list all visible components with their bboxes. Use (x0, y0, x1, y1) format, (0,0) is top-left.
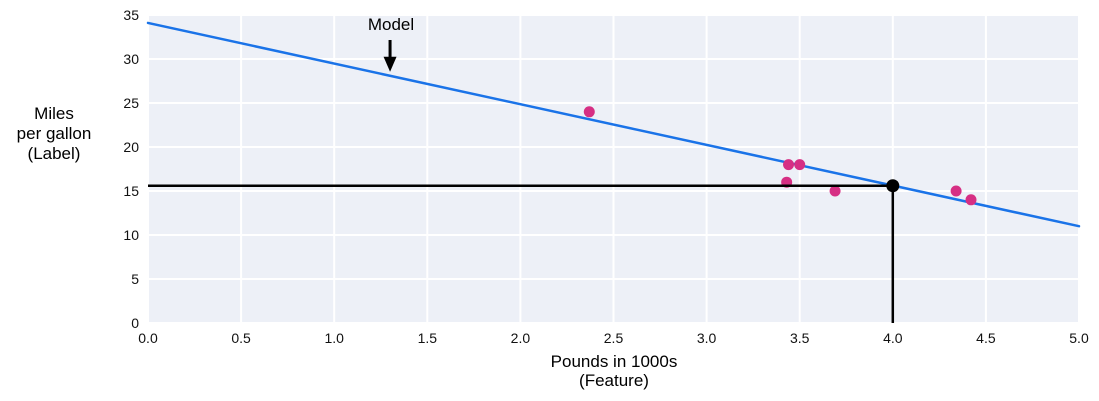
x-tick-label: 2.5 (604, 330, 624, 346)
y-tick-label: 30 (123, 51, 139, 67)
x-tick-label: 2.0 (511, 330, 531, 346)
data-point (829, 185, 841, 197)
model-arrow-head (383, 56, 397, 72)
data-point (950, 185, 962, 197)
data-point (583, 106, 595, 118)
y-tick-label: 10 (123, 227, 139, 243)
x-tick-label: 3.5 (790, 330, 810, 346)
model-line (146, 21, 1081, 228)
x-tick-label: 5.0 (1069, 330, 1089, 346)
y-axis-label-line: Miles (34, 104, 74, 123)
x-tick-label: 0.5 (231, 330, 251, 346)
x-tick-label: 1.0 (324, 330, 344, 346)
x-tick-label: 1.5 (418, 330, 438, 346)
data-point (794, 159, 806, 171)
x-axis-label-line: Pounds in 1000s (550, 352, 678, 371)
model-annotation-label: Model (367, 15, 415, 34)
y-tick-label: 15 (123, 183, 139, 199)
y-tick-label: 35 (123, 7, 139, 23)
y-tick-label: 20 (123, 139, 139, 155)
x-tick-label: 0.0 (138, 330, 158, 346)
data-point (965, 194, 977, 206)
y-axis-label: Miles per gallon (Label) (0, 104, 108, 164)
y-tick-label: 0 (131, 315, 139, 331)
x-axis-label: Pounds in 1000s (Feature) (513, 352, 715, 390)
x-tick-label: 3.0 (697, 330, 717, 346)
x-axis-label-line: (Feature) (579, 371, 649, 390)
data-point (783, 159, 795, 171)
x-tick-label: 4.0 (883, 330, 903, 346)
y-tick-label: 5 (131, 271, 139, 287)
y-axis-label-line: (Label) (27, 144, 81, 163)
y-axis-label-line: per gallon (16, 124, 92, 143)
prediction-point (886, 179, 900, 193)
y-tick-label: 25 (123, 95, 139, 111)
x-tick-label: 4.5 (976, 330, 996, 346)
